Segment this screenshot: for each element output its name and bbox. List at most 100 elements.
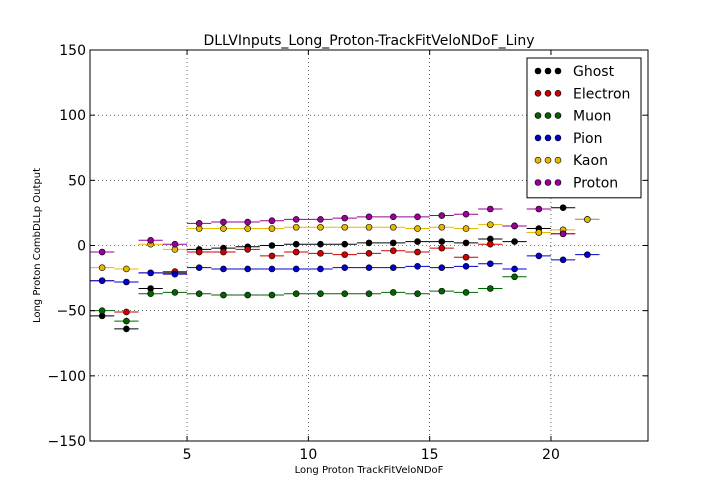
- x-tick-label: 20: [542, 447, 560, 463]
- ticks: 5 10 15 20 −150 −100 −50 0 50 100 150: [48, 43, 648, 463]
- data-point: [414, 225, 421, 232]
- data-point: [438, 264, 446, 271]
- series-muon: [90, 273, 527, 325]
- data-point: [123, 265, 130, 273]
- data-point: [123, 325, 130, 333]
- data-point: [195, 220, 203, 227]
- data-point: [511, 238, 518, 245]
- data-point: [341, 223, 349, 231]
- data-point: [438, 223, 446, 231]
- data-point: [365, 264, 373, 271]
- data-point: [171, 289, 179, 296]
- legend-marker: [534, 134, 542, 142]
- data-point: [292, 290, 300, 298]
- data-point: [535, 205, 543, 213]
- data-point: [341, 214, 349, 222]
- data-point: [147, 269, 154, 277]
- data-point: [244, 246, 251, 253]
- legend-marker: [554, 112, 562, 119]
- data-point: [171, 270, 179, 278]
- legend-marker: [554, 156, 562, 164]
- legend-marker: [534, 179, 542, 186]
- data-point: [292, 265, 300, 273]
- data-point: [365, 213, 373, 221]
- legend-marker: [544, 67, 552, 75]
- data-point: [292, 240, 300, 248]
- data-point: [98, 248, 106, 256]
- y-axis-label: Long Proton CombDLLp Output: [32, 168, 43, 323]
- series-kaon: [90, 216, 600, 273]
- data-point: [244, 291, 251, 299]
- data-point: [317, 265, 324, 273]
- data-point: [195, 264, 203, 271]
- data-point: [268, 252, 276, 260]
- data-point: [438, 212, 446, 219]
- legend-box: [526, 57, 642, 199]
- legend-marker: [544, 134, 552, 142]
- legend-label: Pion: [573, 131, 602, 147]
- data-point: [487, 285, 494, 292]
- data-point: [511, 222, 518, 230]
- data-point: [268, 265, 276, 273]
- data-point: [98, 277, 106, 284]
- data-point: [365, 223, 373, 231]
- legend-label: Ghost: [573, 64, 615, 80]
- legend-label: Muon: [573, 109, 611, 125]
- data-point: [268, 217, 276, 225]
- data-point: [584, 216, 591, 223]
- data-point: [123, 317, 130, 325]
- legend-marker: [534, 112, 542, 119]
- legend-marker: [554, 134, 562, 142]
- legend-marker: [544, 112, 552, 119]
- data-point: [559, 204, 567, 212]
- data-point: [389, 264, 397, 271]
- legend-marker: [544, 179, 552, 186]
- data-point: [511, 265, 518, 273]
- data-point: [438, 244, 446, 252]
- y-tick-label: 0: [77, 239, 86, 255]
- data-point: [195, 290, 203, 298]
- data-point: [559, 256, 567, 264]
- data-point: [389, 289, 397, 296]
- data-point: [317, 290, 324, 298]
- data-point: [487, 221, 494, 228]
- data-point: [220, 225, 227, 232]
- data-point: [438, 238, 446, 245]
- data-point: [365, 290, 373, 298]
- y-tick-label: 150: [59, 43, 86, 59]
- legend-marker: [554, 67, 562, 75]
- data-point: [123, 278, 130, 286]
- y-tick-label: −150: [48, 434, 86, 450]
- data-point: [98, 264, 106, 271]
- legend-label: Electron: [573, 86, 630, 102]
- x-tick-label: 15: [421, 447, 439, 463]
- data-point: [341, 251, 349, 258]
- data-point: [559, 230, 567, 238]
- data-point: [462, 253, 470, 261]
- series-layer: [90, 204, 600, 333]
- data-point: [268, 225, 276, 232]
- data-point: [535, 252, 543, 260]
- data-point: [584, 251, 591, 258]
- data-point: [462, 225, 470, 232]
- data-point: [341, 290, 349, 298]
- data-point: [244, 265, 251, 273]
- data-point: [171, 240, 179, 248]
- data-point: [389, 247, 397, 255]
- data-point: [438, 287, 446, 295]
- data-point: [341, 264, 349, 271]
- legend-label: Proton: [573, 176, 618, 192]
- data-point: [487, 205, 494, 213]
- data-point: [535, 229, 543, 236]
- data-point: [317, 223, 324, 231]
- data-point: [414, 213, 421, 221]
- data-point: [220, 218, 227, 226]
- data-point: [389, 213, 397, 221]
- data-point: [244, 225, 251, 232]
- legend-marker: [534, 67, 542, 75]
- chart-title: DLLVInputs_Long_Proton-TrackFitVeloNDoF_…: [203, 33, 534, 49]
- legend-marker: [544, 90, 552, 97]
- data-point: [268, 291, 276, 299]
- data-point: [98, 307, 106, 314]
